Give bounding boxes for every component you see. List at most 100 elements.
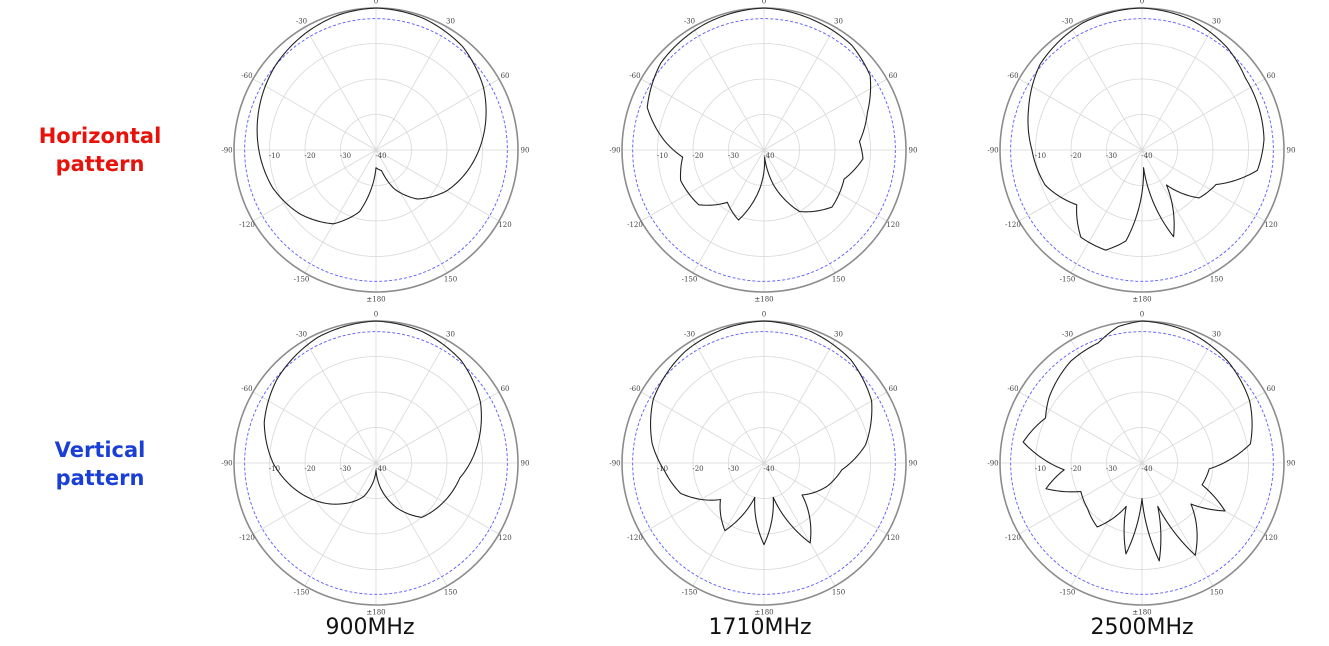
frequency-label-2500mhz: 2500MHz — [1022, 615, 1262, 640]
grid-spoke — [693, 27, 764, 150]
angle-tick-label: -90 — [609, 460, 620, 468]
angle-tick-label: 60 — [889, 72, 898, 80]
angle-tick-label: -30 — [684, 330, 695, 338]
angle-tick-label: -30 — [1062, 330, 1073, 338]
angle-tick-label: -150 — [1060, 589, 1076, 597]
grid-spoke — [305, 340, 376, 463]
frequency-label-900mhz: 900MHz — [250, 615, 490, 640]
angle-tick-label: 90 — [521, 460, 530, 468]
angle-tick-label: 90 — [521, 147, 530, 155]
angle-tick-label: 30 — [1212, 17, 1221, 25]
angle-tick-label: 150 — [1210, 276, 1223, 284]
radiation-pattern-trace — [257, 8, 486, 224]
angle-tick-label: -60 — [629, 385, 640, 393]
angle-tick-label: -150 — [1060, 276, 1076, 284]
angle-tick-label: 60 — [1267, 72, 1276, 80]
angle-tick-label: -60 — [1007, 385, 1018, 393]
radiation-pattern-trace — [264, 321, 481, 517]
grid-spoke — [641, 392, 764, 463]
angle-tick-label: 150 — [1210, 589, 1223, 597]
radial-tick-label: -20 — [692, 152, 703, 160]
grid-spoke — [764, 79, 887, 150]
radial-tick-label: -40 — [763, 465, 774, 473]
polar-plot-vertical-900mhz: 0306090120150±180-150-120-90-60-30-10 -20… — [226, 313, 526, 613]
angle-tick-label: 30 — [446, 330, 455, 338]
angle-tick-label: -120 — [1005, 534, 1021, 542]
grid-spoke — [1019, 150, 1142, 221]
radial-tick-label: -30 — [340, 465, 351, 473]
grid-spoke — [1071, 463, 1142, 586]
angle-tick-label: -60 — [241, 72, 252, 80]
angle-tick-label: -150 — [682, 589, 698, 597]
radial-tick-label: -30 — [728, 152, 739, 160]
angle-tick-label: ±180 — [366, 296, 385, 304]
polar-plot-vertical-2500mhz: 0 30 60 90 120 150 ±180 -150 -120 -90 -60 -30 -10 -20… — [992, 313, 1292, 613]
angle-tick-label: 0 — [374, 0, 378, 6]
radial-tick-label: -10 — [1035, 152, 1046, 160]
angle-tick-label: -150 — [294, 589, 310, 597]
grid-spoke — [641, 79, 764, 150]
grid-spoke — [1142, 27, 1213, 150]
grid-spoke — [764, 150, 887, 221]
angle-tick-label: 0 — [762, 311, 766, 319]
grid-spoke — [376, 463, 499, 534]
grid-spoke — [253, 392, 376, 463]
horizontal-label-line-2: pattern — [10, 150, 190, 178]
angle-tick-label: 120 — [886, 534, 899, 542]
angle-tick-label: -90 — [987, 460, 998, 468]
angle-tick-label: 90 — [1287, 147, 1296, 155]
grid-spoke — [376, 79, 499, 150]
angle-tick-label: -60 — [241, 385, 252, 393]
angle-tick-label: 60 — [501, 385, 510, 393]
angle-tick-label: 120 — [886, 221, 899, 229]
grid-spoke — [764, 463, 887, 534]
radial-tick-label: -30 — [728, 465, 739, 473]
polar-plot-horizontal-1710mhz: 0 30 60 90 120 150 ±180 -150 -120 -90 -60 -30 -10 -20… — [614, 0, 914, 300]
radiation-pattern-trace — [1028, 8, 1264, 250]
radial-tick-label: -10 — [1035, 465, 1046, 473]
grid-spoke — [1019, 79, 1142, 150]
grid-spoke — [1019, 463, 1142, 534]
angle-tick-label: 60 — [889, 385, 898, 393]
angle-tick-label: -120 — [239, 221, 255, 229]
horizontal-pattern-label: Horizontal pattern — [10, 122, 190, 178]
radial-tick-label: -40 — [1141, 152, 1152, 160]
grid-spoke — [376, 27, 447, 150]
radial-tick-label: -30 — [340, 152, 351, 160]
grid-spoke — [764, 340, 835, 463]
angle-tick-label: -30 — [1062, 17, 1073, 25]
radial-tick-label: -30 — [1106, 152, 1117, 160]
grid-spoke — [305, 150, 376, 273]
grid-spoke — [1071, 150, 1142, 273]
angle-tick-label: -60 — [629, 72, 640, 80]
angle-tick-label: 150 — [832, 589, 845, 597]
radial-tick-label: -10 — [657, 152, 668, 160]
grid-spoke — [1019, 392, 1142, 463]
radial-tick-label: -10 — [657, 465, 668, 473]
grid-spoke — [1071, 27, 1142, 150]
grid-spoke — [1142, 150, 1213, 273]
grid-spoke — [764, 27, 835, 150]
grid-spoke — [693, 340, 764, 463]
vertical-label-line-2: pattern — [10, 464, 190, 492]
grid-spoke — [1142, 150, 1265, 221]
angle-tick-label: 60 — [501, 72, 510, 80]
angle-tick-label: -120 — [627, 534, 643, 542]
radial-tick-label: -30 — [1106, 465, 1117, 473]
horizontal-label-line-1: Horizontal — [10, 122, 190, 150]
angle-tick-label: -30 — [296, 330, 307, 338]
angle-tick-label: 90 — [1287, 460, 1296, 468]
angle-tick-label: 30 — [1212, 330, 1221, 338]
grid-spoke — [641, 463, 764, 534]
angle-tick-label: 120 — [1264, 221, 1277, 229]
angle-tick-label: ±180 — [1132, 296, 1151, 304]
angle-tick-label: -90 — [987, 147, 998, 155]
grid-spoke — [253, 79, 376, 150]
radial-tick-label: -20 — [692, 465, 703, 473]
grid-spoke — [693, 150, 764, 273]
radiation-pattern-trace — [647, 8, 870, 220]
angle-tick-label: 120 — [1264, 534, 1277, 542]
grid-spoke — [1142, 392, 1265, 463]
grid-spoke — [764, 392, 887, 463]
polar-plot-horizontal-2500mhz: 0 30 60 90 120 150 ±180 -150 -120 -90 -60 -30 -10 -20… — [992, 0, 1292, 300]
